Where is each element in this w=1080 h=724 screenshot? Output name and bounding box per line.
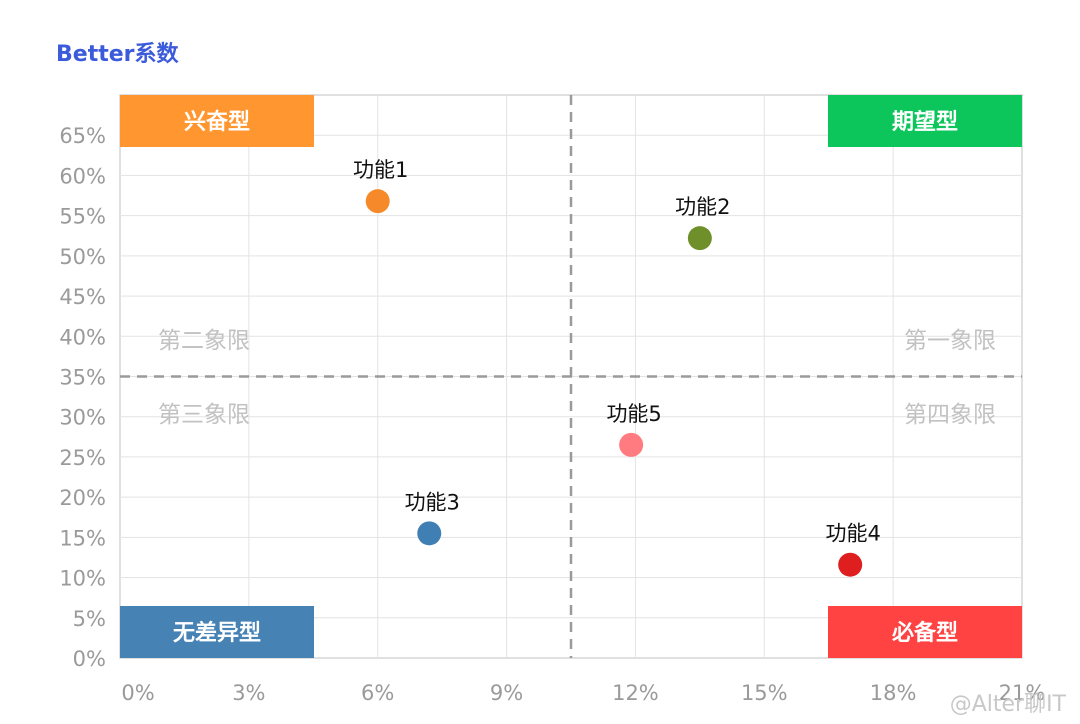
data-point-label: 功能3 <box>405 490 460 514</box>
y-tick-label: 60% <box>59 164 106 188</box>
data-points: 功能1 功能2 功能3 功能4 功能5 <box>353 158 881 577</box>
y-tick-label: 50% <box>59 245 106 269</box>
axis-layer: 0% 3% 6% 9% 12% 15% 18% 21% 0% 5% 10% 15% 20% 25% 30% 3… <box>59 124 1045 705</box>
y-tick-label: 40% <box>59 325 106 349</box>
corner-box-bottom-left <box>120 606 314 658</box>
watermark: @Alter聊IT <box>949 692 1066 717</box>
y-tick-label: 65% <box>59 124 106 148</box>
quadrant-label: 第一象限 <box>904 328 996 354</box>
x-tick-label: 12% <box>612 681 659 705</box>
data-point-label: 功能1 <box>353 158 408 182</box>
y-tick-label: 55% <box>59 205 106 229</box>
y-tick-label: 15% <box>59 526 106 550</box>
x-tick-label: 15% <box>741 681 788 705</box>
corner-box-top-left <box>120 95 314 147</box>
y-tick-label: 0% <box>73 647 106 671</box>
corner-box-label: 兴奋型 <box>184 110 250 135</box>
corner-box-top-right <box>828 95 1022 147</box>
x-tick-label: 6% <box>361 681 394 705</box>
data-point-label: 功能2 <box>675 195 730 219</box>
y-tick-label: 45% <box>59 285 106 309</box>
data-point <box>619 432 644 457</box>
data-point <box>417 521 442 546</box>
quadrant-label: 第二象限 <box>158 328 250 354</box>
y-tick-label: 10% <box>59 567 106 591</box>
x-tick-label: 9% <box>490 681 523 705</box>
quadrant-label: 第三象限 <box>158 402 250 428</box>
y-tick-label: 5% <box>73 607 106 631</box>
data-point <box>365 189 390 214</box>
quadrant-dividers <box>120 95 1022 658</box>
x-tick-label: 21% <box>999 681 1046 705</box>
corner-box-label: 必备型 <box>892 620 958 646</box>
x-tick-label: 3% <box>232 681 265 705</box>
data-point-label: 功能5 <box>606 402 661 426</box>
y-tick-label: 20% <box>59 486 106 510</box>
data-point-label: 功能4 <box>826 522 881 546</box>
x-tick-label: 0% <box>121 681 154 705</box>
corner-box-bottom-right <box>828 606 1022 658</box>
quadrant-label: 第四象限 <box>904 402 996 428</box>
data-point <box>838 552 863 577</box>
y-tick-label: 25% <box>59 446 106 470</box>
x-tick-label: 18% <box>870 681 917 705</box>
y-tick-label: 30% <box>59 406 106 430</box>
y-tick-label: 35% <box>59 366 106 390</box>
data-point <box>687 226 712 251</box>
corner-box-label: 无差异型 <box>173 620 261 646</box>
chart-title: Better系数 <box>56 42 179 67</box>
corner-box-label: 期望型 <box>892 110 958 135</box>
